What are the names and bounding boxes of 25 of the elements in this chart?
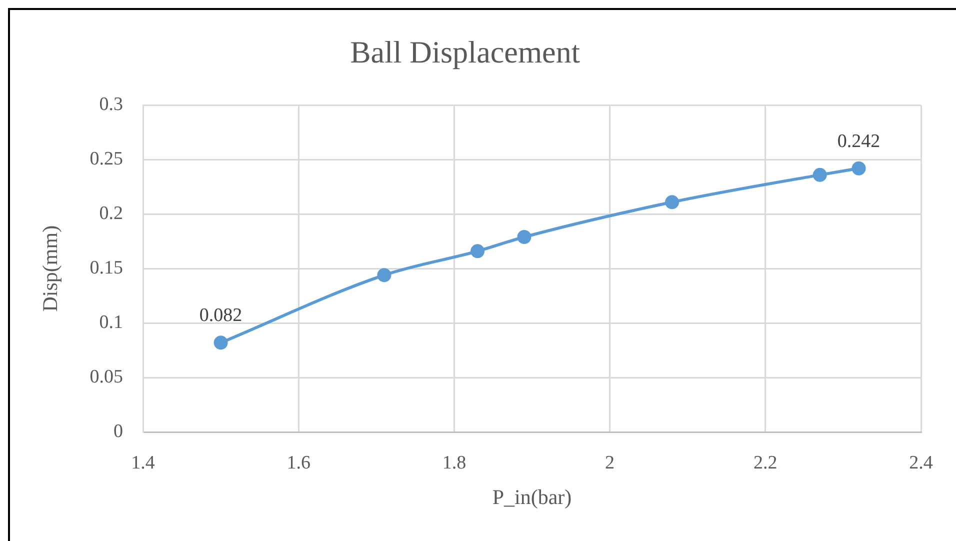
y-tick-label: 0 bbox=[114, 420, 123, 442]
x-tick-label: 2.2 bbox=[754, 452, 778, 474]
y-axis-title: Disp(mm) bbox=[38, 225, 62, 312]
x-axis-title: P_in(bar) bbox=[492, 484, 572, 509]
y-tick-label: 0.1 bbox=[99, 312, 123, 334]
x-tick-label: 1.4 bbox=[131, 452, 156, 474]
x-tick-label: 2.4 bbox=[909, 452, 934, 474]
y-tick-label: 0.15 bbox=[90, 258, 123, 279]
chart-title: Ball Displacement bbox=[350, 34, 580, 70]
x-tick-label: 2 bbox=[605, 452, 615, 474]
point bbox=[852, 161, 866, 176]
y-tick-label: 0.05 bbox=[90, 366, 123, 388]
x-tick-label: 1.6 bbox=[286, 452, 310, 474]
point bbox=[377, 268, 392, 282]
data-label: 0.242 bbox=[837, 130, 880, 152]
point bbox=[812, 168, 827, 182]
point bbox=[665, 195, 680, 210]
y-tick-label: 0.2 bbox=[99, 203, 123, 224]
point bbox=[214, 336, 228, 350]
point bbox=[470, 244, 485, 258]
y-tick-label: 0.25 bbox=[90, 148, 123, 170]
point bbox=[517, 230, 532, 244]
data-label: 0.082 bbox=[199, 305, 242, 326]
y-tick-label: 0.3 bbox=[99, 94, 123, 116]
x-tick-label: 1.8 bbox=[442, 452, 466, 474]
